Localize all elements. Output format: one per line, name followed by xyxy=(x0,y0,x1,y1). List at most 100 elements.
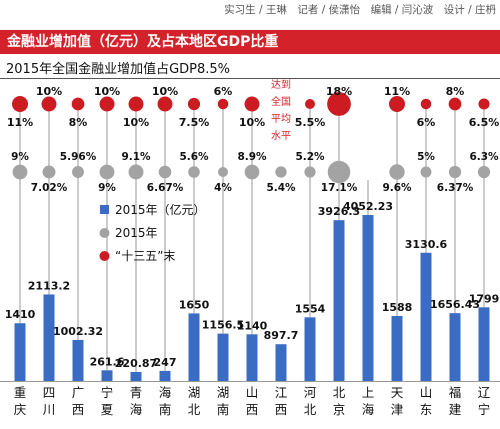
target-label: 10% xyxy=(36,85,62,98)
bar-value-label: 897.7 xyxy=(264,329,299,342)
red-dot-14 xyxy=(420,98,432,110)
bar-value-label: 261.6 xyxy=(90,355,125,368)
bar-3 xyxy=(101,370,113,381)
share-label: 5.4% xyxy=(266,182,296,194)
legend-red-swatch xyxy=(99,251,110,261)
red-dot-8 xyxy=(244,96,260,112)
bar-value-label: 1156.5 xyxy=(202,319,244,332)
bar-value-label: 1410 xyxy=(5,308,36,321)
category-label: 福 xyxy=(449,385,462,400)
category-label: 上 xyxy=(362,385,375,400)
gray-dot-0 xyxy=(12,164,28,180)
gray-dot-16 xyxy=(477,165,491,179)
category-label: 河 xyxy=(304,385,317,400)
bar-0 xyxy=(14,323,26,381)
bar-15 xyxy=(449,313,461,381)
bar-value-label: 220.87 xyxy=(115,357,157,370)
red-dot-15 xyxy=(448,97,462,111)
category-label: 宁 xyxy=(478,402,491,417)
category-label: 重 xyxy=(14,385,27,400)
category-label: 川 xyxy=(43,402,56,417)
target-label: 6% xyxy=(417,116,436,129)
share-label: 17.1% xyxy=(321,182,358,194)
category-label: 广 xyxy=(72,385,85,400)
red-dot-7 xyxy=(217,98,229,110)
target-label: 8% xyxy=(446,85,465,98)
red-dot-4 xyxy=(128,96,144,112)
bar-value-label: 1554 xyxy=(295,302,326,315)
gray-dot-9 xyxy=(275,166,287,178)
bar-value-label: 1140 xyxy=(237,319,268,332)
target-label: 7.5% xyxy=(179,116,210,129)
target-label: 10% xyxy=(152,85,178,98)
category-label: 海 xyxy=(130,402,143,417)
bar-value-label: 1650 xyxy=(179,298,210,311)
red-dot-0 xyxy=(11,95,29,113)
bar-value-label: 3130.6 xyxy=(405,238,448,251)
bar-value-label: 4052.23 xyxy=(343,200,393,213)
gray-dot-2 xyxy=(72,166,84,178)
bar-4 xyxy=(130,371,142,381)
share-label: 5.96% xyxy=(60,151,97,163)
legend-red-label: “十三五”末 xyxy=(115,249,175,263)
target-label: 11% xyxy=(384,85,410,98)
legend-bar-swatch xyxy=(100,205,109,214)
red-dot-1 xyxy=(41,96,57,112)
category-label: 津 xyxy=(391,402,404,417)
red-dot-10 xyxy=(305,99,315,109)
gray-dot-14 xyxy=(420,166,432,178)
bar-value-label: 3926.3 xyxy=(318,205,360,218)
share-label: 6.37% xyxy=(437,182,474,194)
share-label: 5% xyxy=(417,151,435,163)
legend-gray-label: 2015年 xyxy=(115,226,158,240)
share-label: 9% xyxy=(98,182,116,194)
subtitle-rule xyxy=(0,78,500,79)
category-label: 建 xyxy=(449,402,462,417)
share-label: 7.02% xyxy=(31,182,68,194)
credits-line: 实习生 / 王琳 记者 / 侯潇怡 编辑 / 闫沁波 设计 / 庄枬 xyxy=(224,4,496,16)
category-label: 江 xyxy=(275,385,288,400)
annotation-text: 全国 xyxy=(271,95,291,108)
share-label: 5.2% xyxy=(295,151,325,163)
bar-value-label: 1002.32 xyxy=(53,325,103,338)
bar-13 xyxy=(391,315,403,381)
share-label: 8.9% xyxy=(237,151,267,163)
category-label: 山 xyxy=(420,385,433,400)
bar-6 xyxy=(188,313,200,381)
share-label: 9.6% xyxy=(382,182,412,194)
category-label: 北 xyxy=(304,402,317,417)
category-label: 庆 xyxy=(14,402,27,417)
bar-10 xyxy=(304,317,316,381)
gray-dot-8 xyxy=(244,164,260,180)
category-label: 青 xyxy=(130,385,143,400)
gray-dot-15 xyxy=(448,165,462,179)
bar-value-label: 1799 xyxy=(469,292,500,305)
target-label: 10% xyxy=(239,116,265,129)
share-label: 6.3% xyxy=(469,151,499,163)
gray-dot-11 xyxy=(327,160,351,184)
target-label: 18% xyxy=(326,85,352,98)
annotation-text: 水平 xyxy=(271,130,291,142)
red-dot-11 xyxy=(327,92,351,116)
bar-value-label: 2113.2 xyxy=(28,279,70,292)
share-label: 6.67% xyxy=(147,182,184,194)
category-label: 京 xyxy=(333,402,346,417)
target-label: 6.5% xyxy=(469,116,500,129)
category-label: 西 xyxy=(72,402,85,417)
category-label: 西 xyxy=(275,402,288,417)
gray-dot-5 xyxy=(158,165,172,179)
bar-16 xyxy=(478,307,490,381)
category-label: 海 xyxy=(362,402,375,417)
red-dot-13 xyxy=(388,95,406,113)
bar-11 xyxy=(333,220,345,381)
bar-9 xyxy=(275,344,287,381)
category-label: 四 xyxy=(43,385,56,400)
chart-subtitle: 2015年全国金融业增加值占GDP8.5% xyxy=(6,62,231,77)
target-label: 6% xyxy=(214,85,233,98)
bar-14 xyxy=(420,252,432,381)
gray-dot-1 xyxy=(42,165,56,179)
category-label: 南 xyxy=(159,402,172,417)
category-label: 北 xyxy=(188,402,201,417)
bar-5 xyxy=(159,370,171,381)
